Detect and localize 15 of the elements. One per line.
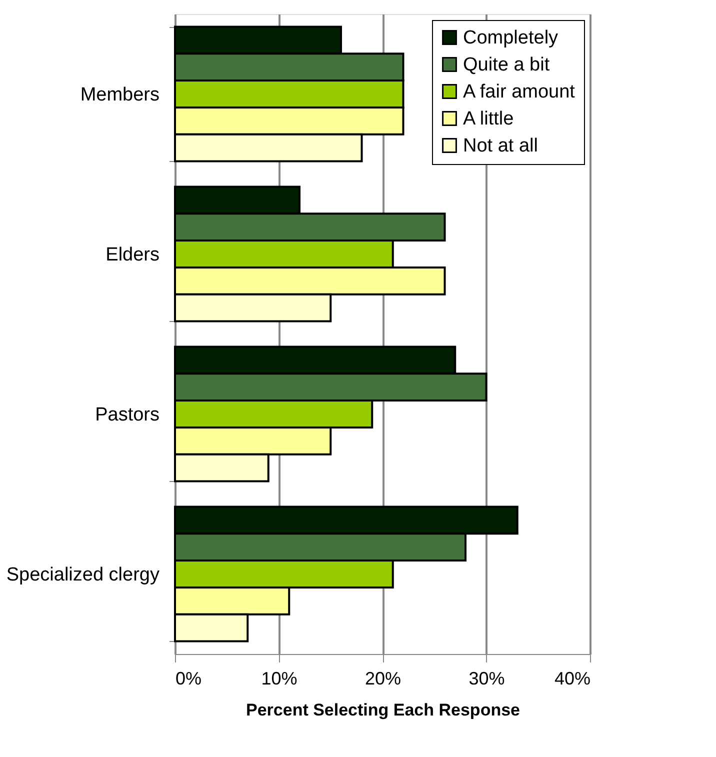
x-axis-title: Percent Selecting Each Response bbox=[246, 700, 520, 720]
y-tick-label: Pastors bbox=[95, 404, 160, 426]
legend-label: Not at all bbox=[463, 136, 538, 156]
y-tick-label: Members bbox=[80, 84, 160, 106]
y-tick-label: Specialized clergy bbox=[6, 564, 160, 586]
legend-label: Quite a bit bbox=[463, 54, 550, 76]
x-tick-label: 20% bbox=[364, 668, 402, 688]
x-tick-label: 0% bbox=[176, 668, 202, 688]
legend-label: A little bbox=[463, 108, 514, 130]
legend-label: Completely bbox=[463, 28, 559, 48]
x-tick-label: 10% bbox=[261, 668, 298, 688]
y-tick-label: Elders bbox=[106, 244, 160, 266]
x-tick-label: 30% bbox=[468, 668, 505, 688]
x-tick-label: 40% bbox=[554, 668, 590, 688]
legend-label: A fair amount bbox=[463, 82, 576, 102]
